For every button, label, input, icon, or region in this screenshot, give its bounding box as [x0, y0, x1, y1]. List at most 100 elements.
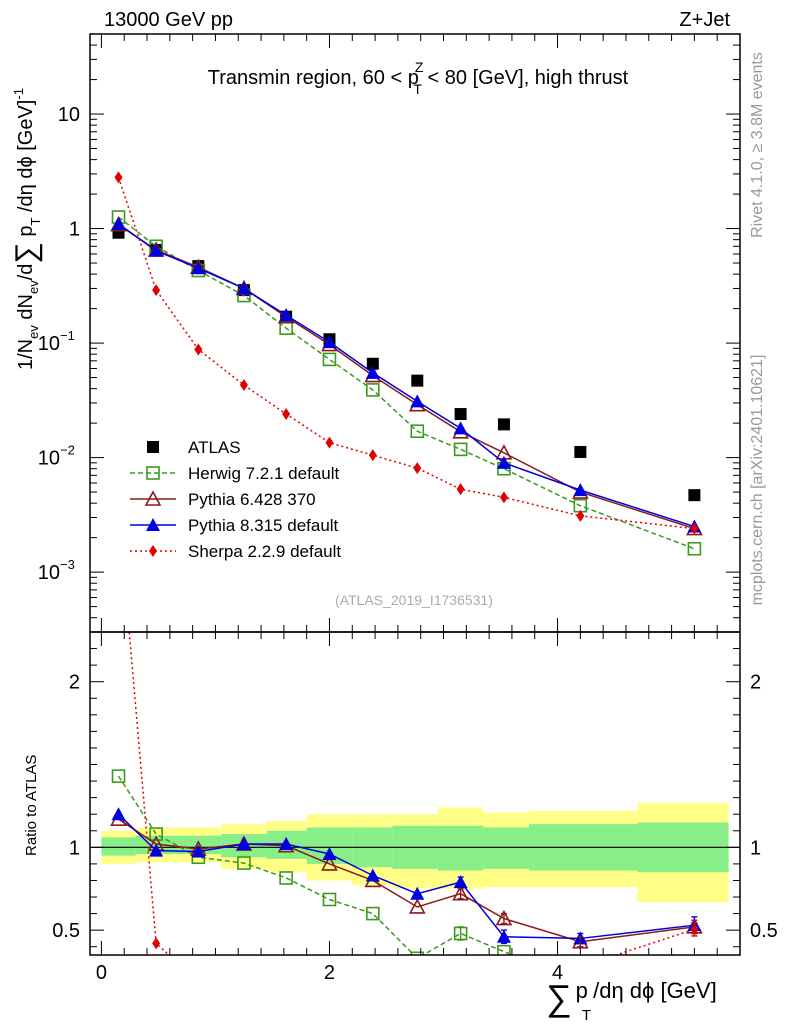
ratio-point-herwig-7-2-1-default: [279, 871, 293, 885]
legend-label-pythia-8-315-default: Pythia 8.315 default: [188, 516, 339, 535]
main-point-sherpa-2-2-9-default: [325, 436, 334, 449]
main-line-herwig-7-2-1-default: [118, 216, 695, 550]
ratio-point-sherpa-2-2-9-default: [457, 971, 465, 983]
main-point-atlas: [366, 357, 379, 370]
main-point-sherpa-2-2-9-default: [239, 379, 248, 392]
main-point-pythia-8-315-default: [322, 335, 337, 349]
legend-label-herwig-7-2-1-default: Herwig 7.2.1 default: [188, 464, 339, 483]
ratio-point-pythia-6-428-370: [321, 855, 338, 871]
ylab-p1sub: ev: [26, 325, 41, 339]
ratio-point-pythia-8-315-default: [279, 837, 294, 851]
main-line-pythia-6-428-370: [118, 224, 695, 530]
ratio-point-sherpa-2-2-9-default: [413, 979, 421, 991]
ratio-y-tick-label: 2: [69, 672, 80, 694]
ratio-point-herwig-7-2-1-default: [410, 951, 425, 955]
main-point-pythia-8-315-default: [236, 281, 251, 295]
ratio-y-tick-label-right: 1: [750, 837, 761, 859]
ratio-point-sherpa-2-2-9-default: [282, 984, 290, 996]
main-y-tick-label: 10: [38, 448, 60, 470]
ratio-point-herwig-7-2-1-default: [111, 769, 126, 783]
main-point-atlas: [688, 489, 701, 502]
main-y-tick-label: 10: [38, 562, 60, 584]
ratio-point-pythia-6-428-370: [452, 885, 469, 901]
main-point-pythia-8-315-default: [279, 308, 294, 322]
main-title-sup: Z: [415, 59, 424, 75]
ratio-point-sherpa-2-2-9-default: [240, 982, 248, 994]
plot-frames: [89, 33, 741, 956]
xlab-sub: T: [582, 1007, 591, 1024]
main-point-sherpa-2-2-9-default: [282, 408, 291, 421]
ratio-point-herwig-7-2-1-default: [322, 892, 337, 907]
ylab-p3: /d: [15, 264, 37, 281]
main-point-atlas: [497, 418, 510, 431]
legend-marker-pythia-8-315-default: [146, 518, 160, 531]
header-right: Z+Jet: [679, 9, 730, 31]
xlab-sum: ∑: [546, 977, 572, 1018]
main-point-pythia-8-315-default: [111, 216, 126, 230]
ratio-frame: [89, 631, 741, 956]
ylab-p5sup: -1: [11, 88, 26, 100]
main-point-sherpa-2-2-9-default: [690, 522, 699, 535]
main-point-herwig-7-2-1-default: [366, 383, 380, 397]
ylab-p2sub: ev: [26, 280, 41, 294]
x-axis-label: ∑ p T/dη dϕ [GeV]: [546, 977, 717, 1024]
ratio-line-sherpa-2-2-9-default: [128, 632, 695, 955]
ratio-line-pythia-6-428-370: [118, 818, 695, 943]
main-y-tick-label-exp: −3: [60, 557, 75, 572]
legend-label-pythia-6-428-370: Pythia 6.428 370: [188, 490, 316, 509]
ratio-band-green: [437, 825, 484, 871]
main-point-pythia-8-315-default: [496, 455, 511, 469]
ratio-point-pythia-8-315-default: [191, 844, 206, 858]
ratio-band-green: [483, 827, 530, 869]
x-tick-label: 4: [552, 962, 563, 984]
ratio-point-sherpa-2-2-9-default: [500, 969, 508, 981]
ratio-point-sherpa-2-2-9-default: [115, 502, 123, 514]
ratio-point-herwig-7-2-1-default: [149, 827, 163, 841]
legend-marker-sherpa-2-2-9-default: [149, 545, 157, 557]
main-point-pythia-8-315-default: [453, 421, 468, 435]
ratio-series-layer: [110, 502, 703, 998]
main-title-sub: T: [413, 81, 422, 97]
main-point-herwig-7-2-1-default: [687, 541, 702, 556]
ratio-point-pythia-8-315-default: [365, 868, 380, 882]
ylab-sum: ∑: [10, 242, 43, 263]
ratio-point-pythia-8-315-default: [236, 837, 251, 851]
legend-label-atlas: ATLAS: [188, 438, 241, 457]
ratio-point-pythia-6-428-370: [408, 898, 426, 914]
main-point-sherpa-2-2-9-default: [152, 284, 161, 297]
xlab-p: p: [576, 978, 588, 1003]
main-point-herwig-7-2-1-default: [453, 442, 468, 457]
ratio-y-tick-label-right: 2: [750, 672, 761, 694]
main-y-tick-label: 1: [69, 219, 80, 241]
legend-label-sherpa-2-2-9-default: Sherpa 2.2.9 default: [188, 542, 341, 561]
header-left: 13000 GeV pp: [104, 9, 233, 31]
main-y-tick-label: 10: [38, 333, 60, 355]
main-title: Transmin region, 60 < pZ T < 80 [GeV], hi…: [208, 59, 629, 97]
ylab-p4: p: [15, 226, 37, 243]
ylab-p2: dN: [15, 294, 37, 325]
main-point-pythia-8-315-default: [149, 243, 164, 257]
rivet-label: Rivet 4.1.0, ≥ 3.8M events: [749, 52, 766, 238]
main-point-pythia-8-315-default: [410, 394, 425, 408]
main-point-sherpa-2-2-9-default: [413, 462, 422, 475]
ratio-point-sherpa-2-2-9-default: [194, 976, 202, 988]
ratio-line-pythia-8-315-default: [117, 813, 695, 940]
ratio-point-sherpa-2-2-9-default: [325, 986, 333, 998]
mcplots-label: mcplots.cern.ch [arXiv:2401.10621]: [749, 355, 766, 606]
ratio-point-herwig-7-2-1-default: [237, 856, 251, 870]
main-y-tick-label-exp: −2: [60, 443, 75, 458]
main-point-sherpa-2-2-9-default: [576, 509, 585, 522]
main-title-suffix: < 80 [GeV], high thrust: [422, 67, 629, 89]
main-point-sherpa-2-2-9-default: [114, 171, 123, 184]
legend-marker-pythia-6-428-370: [144, 490, 162, 506]
legend-marker-atlas: [147, 441, 159, 453]
ratio-y-tick-label: 0.5: [52, 920, 80, 942]
main-point-herwig-7-2-1-default: [410, 424, 425, 439]
main-point-sherpa-2-2-9-default: [368, 449, 377, 462]
main-point-atlas: [411, 374, 424, 387]
y-axis-label-ratio: Ratio to ATLAS: [23, 755, 40, 856]
ylab-p1: 1/N: [15, 339, 37, 370]
main-point-sherpa-2-2-9-default: [456, 483, 465, 496]
main-point-atlas: [574, 445, 587, 458]
